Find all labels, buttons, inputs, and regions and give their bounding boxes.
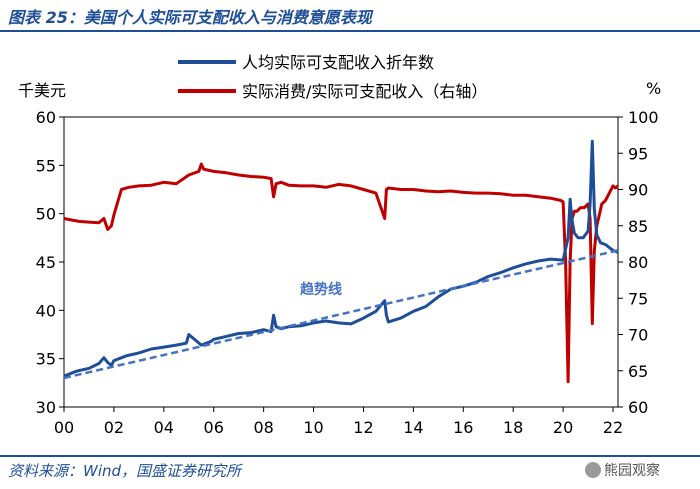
chart-legend: 人均实际可支配收入折年数 实际消费/实际可支配收入（右轴） (178, 53, 487, 101)
title-divider (0, 30, 700, 32)
right-axis: 60 65 70 75 80 85 90 95 100 (618, 108, 659, 417)
x-tick-label: 20 (553, 418, 573, 437)
right-tick-label: 90 (628, 181, 648, 200)
right-tick-label: 75 (628, 289, 648, 308)
right-tick-label: 70 (628, 326, 648, 345)
x-tick-label: 22 (603, 418, 623, 437)
series-line-trend (63, 249, 619, 380)
series-line-disposable-income (63, 139, 619, 378)
x-tick-label: 16 (453, 418, 473, 437)
right-tick-label: 85 (628, 217, 648, 236)
legend-label-income: 人均实际可支配收入折年数 (242, 53, 434, 72)
right-tick-label: 80 (628, 253, 648, 272)
x-tick-label: 10 (303, 418, 323, 437)
right-tick-label: 95 (628, 144, 648, 163)
left-tick-label: 30 (36, 398, 56, 417)
source-note: 资料来源：Wind，国盛证券研究所 (8, 462, 242, 480)
x-tick-label: 14 (403, 418, 423, 437)
legend-label-ratio: 实际消费/实际可支配收入（右轴） (242, 82, 487, 101)
left-axis: 30 35 40 45 50 55 60 (36, 108, 64, 417)
footer-divider (0, 455, 700, 457)
left-tick-label: 45 (36, 253, 56, 272)
x-tick-label: 00 (54, 418, 74, 437)
right-tick-label: 60 (628, 398, 648, 417)
chart-title: 图表 25：美国个人实际可支配收入与消费意愿表现 (8, 8, 372, 27)
watermark-text: 熊园观察 (604, 463, 660, 479)
left-tick-label: 35 (36, 350, 56, 369)
trend-annotation: 趋势线 (300, 281, 342, 298)
left-tick-label: 50 (36, 205, 56, 224)
x-tick-label: 06 (204, 418, 224, 437)
left-axis-unit: 千美元 (18, 81, 66, 100)
x-tick-label: 18 (503, 418, 523, 437)
right-axis-unit: % (646, 79, 661, 98)
right-tick-label: 100 (628, 108, 659, 127)
right-tick-label: 65 (628, 362, 648, 381)
left-tick-label: 40 (36, 301, 56, 320)
left-tick-label: 55 (36, 156, 56, 175)
x-tick-label: 02 (104, 418, 124, 437)
watermark: 熊园观察 (585, 460, 660, 480)
x-axis: 00 02 04 06 08 10 12 14 16 18 20 22 (54, 407, 623, 437)
series-line-consumption-ratio (63, 162, 619, 384)
wechat-icon (585, 462, 601, 478)
x-tick-label: 08 (253, 418, 273, 437)
x-tick-label: 04 (154, 418, 174, 437)
x-tick-label: 12 (353, 418, 373, 437)
left-tick-label: 60 (36, 108, 56, 127)
